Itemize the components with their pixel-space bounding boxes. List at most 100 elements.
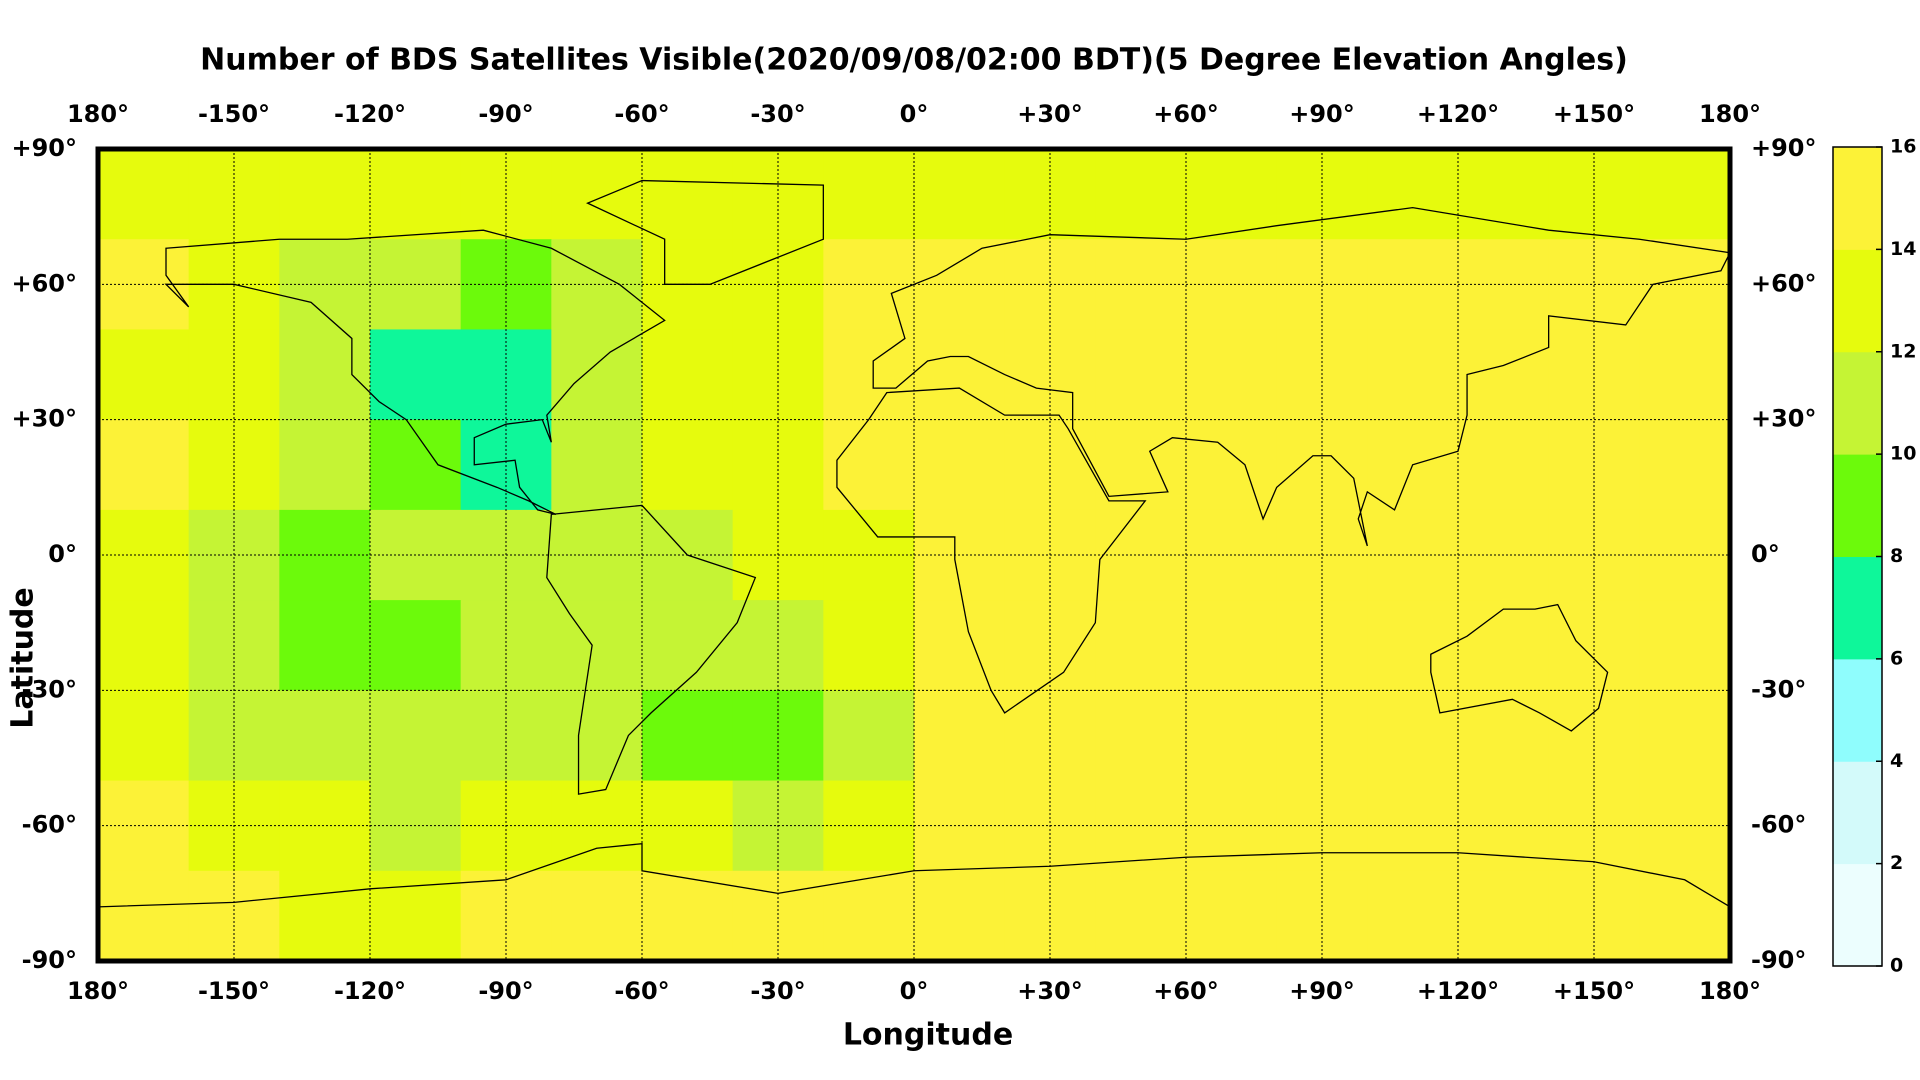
heat-cell: [279, 239, 371, 330]
heat-cell: [823, 509, 915, 601]
heat-cell: [1186, 149, 1278, 240]
heat-cell: [1367, 870, 1459, 962]
heat-cell: [914, 600, 1006, 691]
heat-cell: [460, 870, 552, 962]
x-tick-label: +60°: [1153, 977, 1219, 1005]
heat-cell: [1276, 870, 1368, 962]
heat-cell: [279, 690, 371, 782]
heat-cell: [1186, 870, 1278, 962]
heat-cell: [370, 149, 462, 240]
heat-cell: [551, 690, 643, 782]
heat-cell: [642, 870, 734, 962]
heat-cell: [1458, 870, 1550, 962]
heat-cell: [279, 600, 371, 691]
heat-cell: [1186, 600, 1278, 691]
heat-cell: [914, 329, 1006, 421]
coastline: [588, 181, 824, 285]
x-tick-label: 0°: [900, 100, 929, 128]
x-tick-label: +150°: [1553, 100, 1635, 128]
heat-cell: [1095, 149, 1187, 240]
heat-cell: [642, 690, 734, 782]
y-tick-label: -60°: [22, 811, 77, 839]
y-axis-label: Latitude: [6, 587, 41, 729]
heat-cell: [823, 149, 915, 240]
colorbar-swatch: [1833, 556, 1882, 660]
heat-cell: [370, 419, 462, 511]
x-tick-label: 180°: [1699, 977, 1761, 1005]
x-tick-label: -90°: [478, 977, 533, 1005]
heat-cell: [1639, 690, 1731, 782]
x-tick-label: -90°: [478, 100, 533, 128]
heat-cell: [1095, 690, 1187, 782]
y-tick-label: +30°: [11, 405, 77, 433]
heat-cell: [1639, 509, 1731, 601]
x-tick-label: -60°: [614, 100, 669, 128]
x-tick-label: +30°: [1017, 100, 1083, 128]
x-tick-label: +30°: [1017, 977, 1083, 1005]
coastline: [547, 505, 756, 794]
heat-cell: [1458, 329, 1550, 421]
heat-cell: [1639, 600, 1731, 691]
heat-cell: [1458, 419, 1550, 511]
heat-cell: [642, 329, 734, 421]
heat-cell: [370, 329, 462, 421]
heat-cell: [279, 329, 371, 421]
chart-title: Number of BDS Satellites Visible(2020/09…: [200, 43, 1628, 78]
heat-cell: [1639, 870, 1731, 962]
coastline: [837, 388, 1145, 713]
heat-cell: [551, 870, 643, 962]
y-tick-label: -90°: [1751, 946, 1806, 974]
heat-cell: [1095, 870, 1187, 962]
heat-cell: [1367, 690, 1459, 782]
x-tick-label: +90°: [1289, 977, 1355, 1005]
heat-cell: [732, 690, 824, 782]
heat-cell: [1095, 600, 1187, 691]
heat-cell: [823, 600, 915, 691]
heat-cell: [1095, 419, 1187, 511]
y-tick-label: 0°: [48, 540, 77, 568]
heat-cell: [1095, 329, 1187, 421]
heat-cell: [551, 239, 643, 330]
x-tick-label: -30°: [750, 100, 805, 128]
heat-cell: [642, 149, 734, 240]
heat-cell: [1458, 600, 1550, 691]
y-tick-label: -90°: [22, 946, 77, 974]
coastline: [873, 208, 1730, 546]
x-tick-label: -120°: [334, 100, 406, 128]
x-tick-label: 180°: [67, 100, 129, 128]
y-tick-label: -30°: [22, 675, 77, 703]
heat-cell: [98, 329, 190, 421]
heat-cell: [1095, 239, 1187, 330]
heat-cell: [823, 329, 915, 421]
heat-cell: [279, 419, 371, 511]
heat-cell: [914, 149, 1006, 240]
y-tick-label: +90°: [1751, 134, 1817, 162]
colorbar-tick-label: 8: [1890, 545, 1903, 567]
x-tick-label: +120°: [1417, 977, 1499, 1005]
heat-cell: [1186, 690, 1278, 782]
heat-cell: [642, 419, 734, 511]
y-tick-label: +60°: [1751, 269, 1817, 297]
heat-cell: [914, 690, 1006, 782]
heat-cell: [1186, 329, 1278, 421]
y-tick-label: -60°: [1751, 811, 1806, 839]
x-tick-label: -150°: [198, 100, 270, 128]
colorbar-tick-label: 10: [1890, 443, 1916, 465]
heat-cell: [642, 600, 734, 691]
heat-cell: [98, 419, 190, 511]
heat-cell: [188, 870, 280, 962]
heat-cell: [1639, 149, 1731, 240]
heat-cell: [1639, 780, 1731, 872]
colorbar-swatch: [1833, 863, 1882, 967]
colorbar-swatch: [1833, 351, 1882, 455]
heat-cell: [1458, 690, 1550, 782]
heat-cell: [1276, 690, 1368, 782]
heat-cell: [98, 690, 190, 782]
heat-cell: [279, 870, 371, 962]
heat-cell: [1367, 239, 1459, 330]
y-tick-label: +60°: [11, 269, 77, 297]
colorbar-tick-label: 14: [1890, 238, 1916, 260]
heat-cell: [914, 870, 1006, 962]
y-tick-label: -30°: [1751, 675, 1806, 703]
heat-cell: [1367, 600, 1459, 691]
